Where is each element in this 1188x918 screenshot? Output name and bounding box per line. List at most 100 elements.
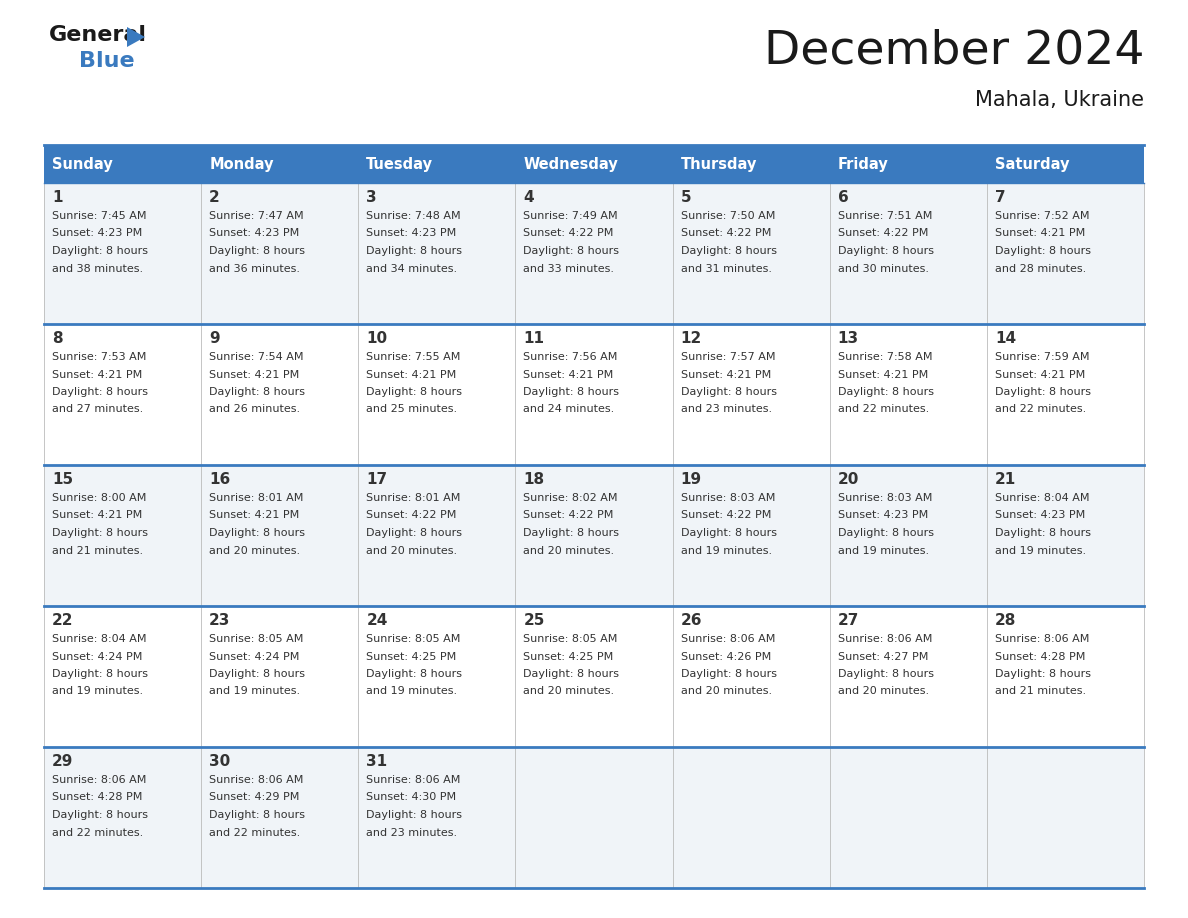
Text: Daylight: 8 hours: Daylight: 8 hours [524, 246, 619, 256]
Text: Sunset: 4:22 PM: Sunset: 4:22 PM [681, 229, 771, 239]
Text: Sunset: 4:22 PM: Sunset: 4:22 PM [366, 510, 456, 521]
Text: Sunrise: 7:47 AM: Sunrise: 7:47 AM [209, 211, 304, 221]
Bar [829, 183, 987, 324]
Text: Sunrise: 8:06 AM: Sunrise: 8:06 AM [838, 634, 933, 644]
Text: 10: 10 [366, 331, 387, 346]
Text: 27: 27 [838, 613, 859, 628]
Text: Sunset: 4:30 PM: Sunset: 4:30 PM [366, 792, 456, 802]
Text: Sunrise: 8:02 AM: Sunrise: 8:02 AM [524, 493, 618, 503]
Text: 5: 5 [681, 190, 691, 205]
Bar [987, 465, 1144, 606]
Text: Daylight: 8 hours: Daylight: 8 hours [52, 810, 148, 820]
Text: and 22 minutes.: and 22 minutes. [838, 405, 929, 415]
Text: Sunset: 4:24 PM: Sunset: 4:24 PM [52, 652, 143, 662]
Text: Sunset: 4:25 PM: Sunset: 4:25 PM [524, 652, 614, 662]
Bar [672, 606, 829, 747]
Text: Sunrise: 8:03 AM: Sunrise: 8:03 AM [838, 493, 933, 503]
Text: December 2024: December 2024 [764, 28, 1144, 73]
Text: Sunset: 4:23 PM: Sunset: 4:23 PM [838, 510, 928, 521]
Bar [672, 145, 829, 183]
Bar [672, 183, 829, 324]
Bar [987, 324, 1144, 465]
Text: Sunset: 4:21 PM: Sunset: 4:21 PM [524, 370, 614, 379]
Text: Daylight: 8 hours: Daylight: 8 hours [838, 246, 934, 256]
Text: and 23 minutes.: and 23 minutes. [681, 405, 772, 415]
Text: Sunrise: 8:05 AM: Sunrise: 8:05 AM [524, 634, 618, 644]
Bar [672, 465, 829, 606]
Text: Sunset: 4:22 PM: Sunset: 4:22 PM [524, 229, 614, 239]
Text: Monday: Monday [209, 156, 273, 172]
Text: and 28 minutes.: and 28 minutes. [994, 263, 1086, 274]
Text: Sunrise: 8:05 AM: Sunrise: 8:05 AM [366, 634, 461, 644]
Text: Daylight: 8 hours: Daylight: 8 hours [524, 669, 619, 679]
Text: and 21 minutes.: and 21 minutes. [52, 545, 143, 555]
Text: Daylight: 8 hours: Daylight: 8 hours [52, 246, 148, 256]
Text: Sunset: 4:22 PM: Sunset: 4:22 PM [838, 229, 928, 239]
Text: Sunset: 4:23 PM: Sunset: 4:23 PM [994, 510, 1085, 521]
Text: and 25 minutes.: and 25 minutes. [366, 405, 457, 415]
Text: and 19 minutes.: and 19 minutes. [681, 545, 772, 555]
Text: Daylight: 8 hours: Daylight: 8 hours [681, 669, 777, 679]
Text: Sunset: 4:21 PM: Sunset: 4:21 PM [838, 370, 928, 379]
Bar [516, 465, 672, 606]
Text: Wednesday: Wednesday [524, 156, 618, 172]
Text: Daylight: 8 hours: Daylight: 8 hours [209, 387, 305, 397]
Text: Sunrise: 8:06 AM: Sunrise: 8:06 AM [209, 775, 303, 785]
Bar [516, 606, 672, 747]
Text: Sunset: 4:26 PM: Sunset: 4:26 PM [681, 652, 771, 662]
Text: Daylight: 8 hours: Daylight: 8 hours [524, 528, 619, 538]
Text: Sunset: 4:23 PM: Sunset: 4:23 PM [366, 229, 456, 239]
Text: 11: 11 [524, 331, 544, 346]
Text: 21: 21 [994, 472, 1016, 487]
Text: Sunset: 4:22 PM: Sunset: 4:22 PM [524, 510, 614, 521]
Text: and 19 minutes.: and 19 minutes. [52, 687, 143, 697]
Text: Sunrise: 7:48 AM: Sunrise: 7:48 AM [366, 211, 461, 221]
Text: Daylight: 8 hours: Daylight: 8 hours [994, 528, 1091, 538]
Text: Sunrise: 8:04 AM: Sunrise: 8:04 AM [52, 634, 146, 644]
Bar [44, 183, 201, 324]
Text: Sunrise: 8:06 AM: Sunrise: 8:06 AM [52, 775, 146, 785]
Bar [44, 606, 201, 747]
Text: 8: 8 [52, 331, 63, 346]
Text: Sunrise: 7:58 AM: Sunrise: 7:58 AM [838, 352, 933, 362]
Text: Sunset: 4:22 PM: Sunset: 4:22 PM [681, 510, 771, 521]
Bar [359, 145, 516, 183]
Text: and 19 minutes.: and 19 minutes. [838, 545, 929, 555]
Text: Daylight: 8 hours: Daylight: 8 hours [209, 669, 305, 679]
Text: and 19 minutes.: and 19 minutes. [209, 687, 301, 697]
Text: Daylight: 8 hours: Daylight: 8 hours [366, 528, 462, 538]
Text: Blue: Blue [78, 51, 134, 71]
Text: and 21 minutes.: and 21 minutes. [994, 687, 1086, 697]
Text: 14: 14 [994, 331, 1016, 346]
Text: 19: 19 [681, 472, 702, 487]
Text: 29: 29 [52, 754, 74, 769]
Text: Sunset: 4:21 PM: Sunset: 4:21 PM [209, 370, 299, 379]
Text: Daylight: 8 hours: Daylight: 8 hours [994, 669, 1091, 679]
Bar [201, 324, 359, 465]
Text: Sunset: 4:21 PM: Sunset: 4:21 PM [52, 370, 143, 379]
Bar [829, 145, 987, 183]
Bar [44, 324, 201, 465]
Text: and 34 minutes.: and 34 minutes. [366, 263, 457, 274]
Text: and 31 minutes.: and 31 minutes. [681, 263, 771, 274]
Text: 26: 26 [681, 613, 702, 628]
Text: and 27 minutes.: and 27 minutes. [52, 405, 144, 415]
Text: 13: 13 [838, 331, 859, 346]
Bar [516, 145, 672, 183]
Bar [516, 183, 672, 324]
Text: Sunrise: 8:06 AM: Sunrise: 8:06 AM [994, 634, 1089, 644]
Bar [359, 183, 516, 324]
Text: Sunrise: 7:57 AM: Sunrise: 7:57 AM [681, 352, 775, 362]
Bar [201, 606, 359, 747]
Text: Sunset: 4:23 PM: Sunset: 4:23 PM [209, 229, 299, 239]
Text: Sunrise: 7:53 AM: Sunrise: 7:53 AM [52, 352, 146, 362]
Text: Daylight: 8 hours: Daylight: 8 hours [524, 387, 619, 397]
Text: Daylight: 8 hours: Daylight: 8 hours [838, 528, 934, 538]
Text: 23: 23 [209, 613, 230, 628]
Bar [672, 324, 829, 465]
Text: 22: 22 [52, 613, 74, 628]
Text: 2: 2 [209, 190, 220, 205]
Text: Sunrise: 7:52 AM: Sunrise: 7:52 AM [994, 211, 1089, 221]
Text: Sunset: 4:21 PM: Sunset: 4:21 PM [681, 370, 771, 379]
Text: and 20 minutes.: and 20 minutes. [681, 687, 772, 697]
